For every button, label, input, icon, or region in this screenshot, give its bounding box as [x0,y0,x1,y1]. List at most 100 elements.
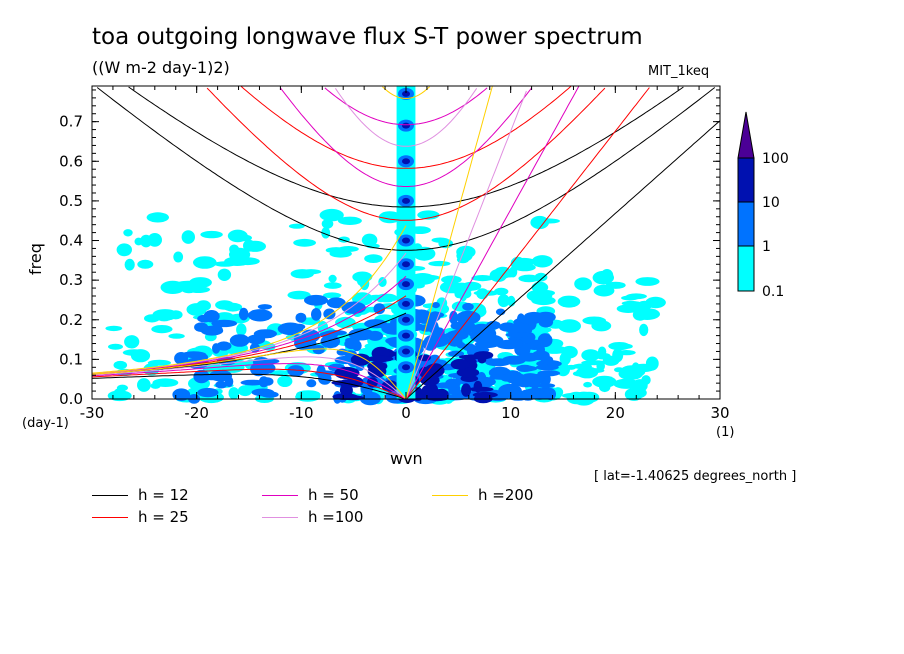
power-patch [186,286,210,293]
power-patch [288,223,305,229]
power-patch [116,384,128,392]
power-patch [537,333,553,348]
power-patch [168,333,185,339]
power-patch [146,212,169,223]
colorbar-segment [737,157,755,203]
power-patch [113,360,128,370]
wvn0-peak-core [402,158,410,165]
legend-label: h =200 [478,486,534,504]
x-tick-label: -30 [80,404,105,422]
legend-label: h = 50 [308,486,359,504]
power-patch [228,387,240,400]
ig-curve-n1-h25 [206,87,606,221]
power-patch [116,243,132,257]
power-patch [350,353,371,366]
power-patch [321,227,331,239]
power-patch [533,275,546,282]
power-patch [530,215,549,230]
power-patch [591,320,612,332]
wvn0-peak-core [402,237,410,244]
power-patch [531,255,553,268]
power-patch [238,307,249,321]
y-tick-label: 0.5 [59,192,83,210]
colorbar-label: 10 [762,195,780,211]
power-patch [608,342,631,351]
power-patch [144,314,160,323]
power-patch [229,334,250,347]
colorbar-segment [737,201,755,247]
power-patch [645,296,666,309]
rossby-curve-h200 [91,348,407,400]
axis-ticks: -30 -20 -10 0 10 20 30 0.0 0.1 0.2 0.3 0.4 0.5 0.6 0.7 [59,86,730,422]
power-patch [352,340,362,352]
power-patch [215,300,234,310]
power-patch [445,378,461,389]
power-patch [473,351,494,360]
power-patch [357,276,366,286]
power-patch [581,349,600,362]
legend-label: h = 25 [138,508,189,526]
power-patch [169,310,183,320]
power-patch [193,256,217,269]
power-patch [193,369,210,384]
power-patch [596,352,609,360]
wvn0-peak-core [402,122,410,129]
power-patch [612,348,624,363]
power-patch [419,274,441,281]
power-patch [621,295,639,301]
power-patch [137,378,151,392]
legend-item: h =100 [262,508,363,526]
wvn0-peak-core [402,281,410,288]
y-tick-label: 0.4 [59,232,83,250]
power-patch [208,324,223,335]
rossby-curve-h50 [91,363,407,400]
power-patch [572,363,592,370]
power-patch [319,208,344,222]
power-patch [469,386,494,392]
power-patch [412,309,430,319]
power-patch [639,323,649,337]
power-patch [140,234,153,248]
power-patch [361,233,378,247]
power-patch [364,319,388,329]
colorbar-label: 100 [762,151,789,167]
power-patch [431,237,449,243]
wvn0-peak-core [402,316,410,323]
power-patch [247,309,273,322]
power-patch [152,378,179,388]
legend-swatch [92,494,128,496]
power-patch [172,388,191,402]
model-label: MIT_1keq [648,64,710,79]
power-patch [316,364,326,379]
power-patch [312,344,325,355]
x-tick-label: 10 [501,404,520,422]
rossby-curve-h100 [91,356,407,400]
y-tick-label: 0.7 [59,113,83,131]
power-patch [485,358,512,367]
power-patch [581,360,608,366]
power-patch [424,334,450,348]
power-patch [536,343,545,356]
ig-curve-n2-h12 [128,86,684,208]
power-patch [300,269,322,275]
power-patch [151,325,173,334]
dispersion-curves [91,86,721,400]
power-patch [462,302,474,311]
legend-item: h = 25 [92,508,189,526]
power-patch [328,274,337,283]
power-patch [323,282,342,289]
legend-item: h =200 [432,486,533,504]
power-patch [461,383,472,397]
power-patch [373,303,386,315]
power-patch [320,334,341,349]
ig-curve-n2-h25 [240,86,572,169]
ig-curve-n1-h100 [334,88,478,147]
power-patch [287,365,305,377]
ig-curve-n2-h50 [324,87,488,126]
chart-title: toa outgoing longwave flux S-T power spe… [92,24,643,50]
x-axis-unit: (1) [716,425,735,440]
wvn0-peak-core [402,300,410,307]
power-contours [105,86,666,406]
colorbar-label: 0.1 [762,284,784,300]
x-tick-label: -20 [184,404,209,422]
